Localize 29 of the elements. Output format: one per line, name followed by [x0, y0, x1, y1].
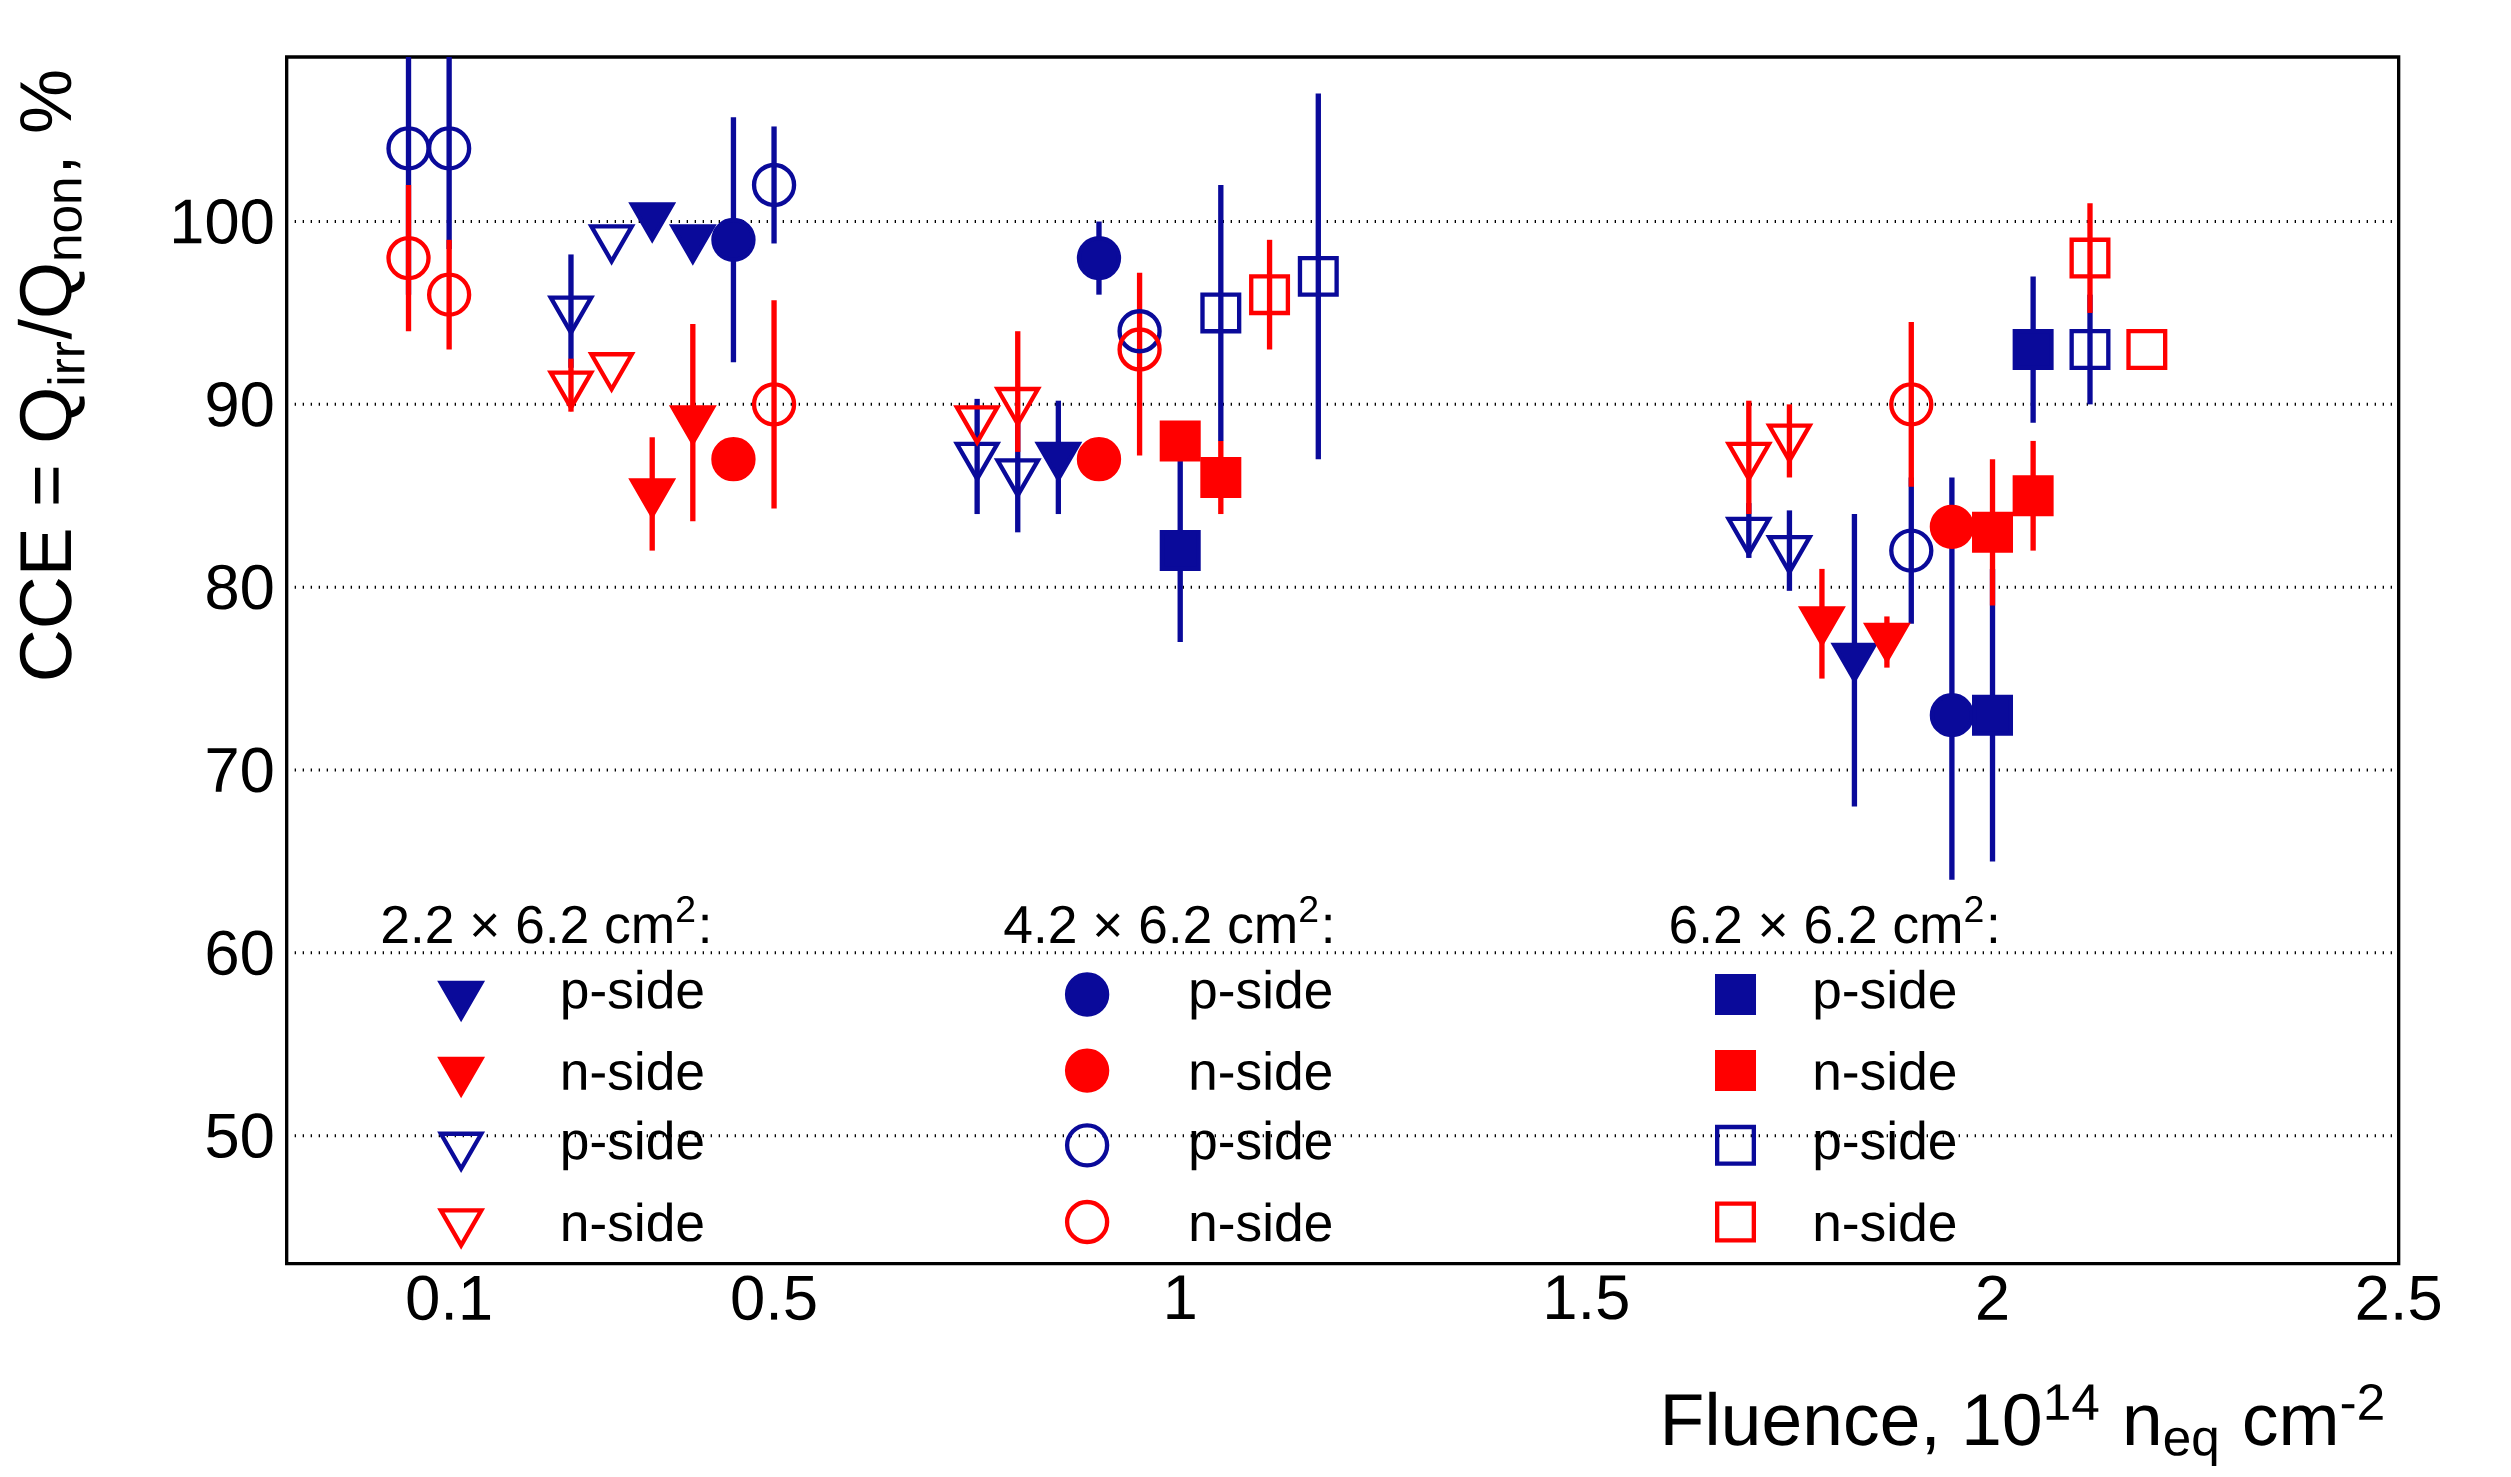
legend-label: p-side — [1815, 969, 1956, 1020]
legend-label: n-side — [1191, 1202, 1331, 1242]
y-tick-label: 70 — [207, 747, 273, 793]
legend-label: n-side — [1815, 1050, 1956, 1091]
legend-label: p-side — [1191, 969, 1331, 1020]
annotation: 6.2 × 6.2 cm$^{2}$: — [1671, 895, 1996, 944]
y-tick-label: 50 — [206, 1113, 273, 1159]
legend-label: p-side — [1191, 1120, 1331, 1171]
x-tick-label: 0.5 — [732, 1275, 816, 1321]
legend-label: n-side — [563, 1050, 703, 1091]
legend-label: p-side — [563, 969, 703, 1020]
legend-label: p-side — [1815, 1120, 1956, 1171]
y-tick-label: 100 — [174, 199, 273, 244]
x-axis-title: Fluence, 10$^{14}$ n$_{eq}$ cm$^{-2}$ — [1665, 1383, 2383, 1466]
annotation: 2.2 × 6.2 cm$^{2}$: — [382, 895, 708, 944]
legend-label: n-side — [1815, 1202, 1956, 1242]
x-tick-label: 1 — [1167, 1275, 1195, 1319]
y-tick-label: 90 — [207, 381, 273, 427]
legend-label: p-side — [563, 1120, 703, 1171]
x-tick-label: 1.5 — [1547, 1275, 1628, 1320]
y-tick-label: 60 — [207, 930, 273, 976]
y-axis-title: CCE = Q$_{irr}$/Q$_{non}$, % — [17, 71, 85, 679]
y-tick-label: 80 — [207, 564, 273, 610]
x-tick-label: 0.1 — [407, 1275, 491, 1321]
annotation: 4.2 × 6.2 cm$^{2}$: — [1004, 895, 1331, 944]
legend-label: n-side — [1191, 1050, 1331, 1091]
x-tick-label: 2.5 — [2357, 1275, 2441, 1321]
x-tick-label: 2 — [1978, 1275, 2007, 1320]
legend-label: n-side — [563, 1202, 703, 1242]
